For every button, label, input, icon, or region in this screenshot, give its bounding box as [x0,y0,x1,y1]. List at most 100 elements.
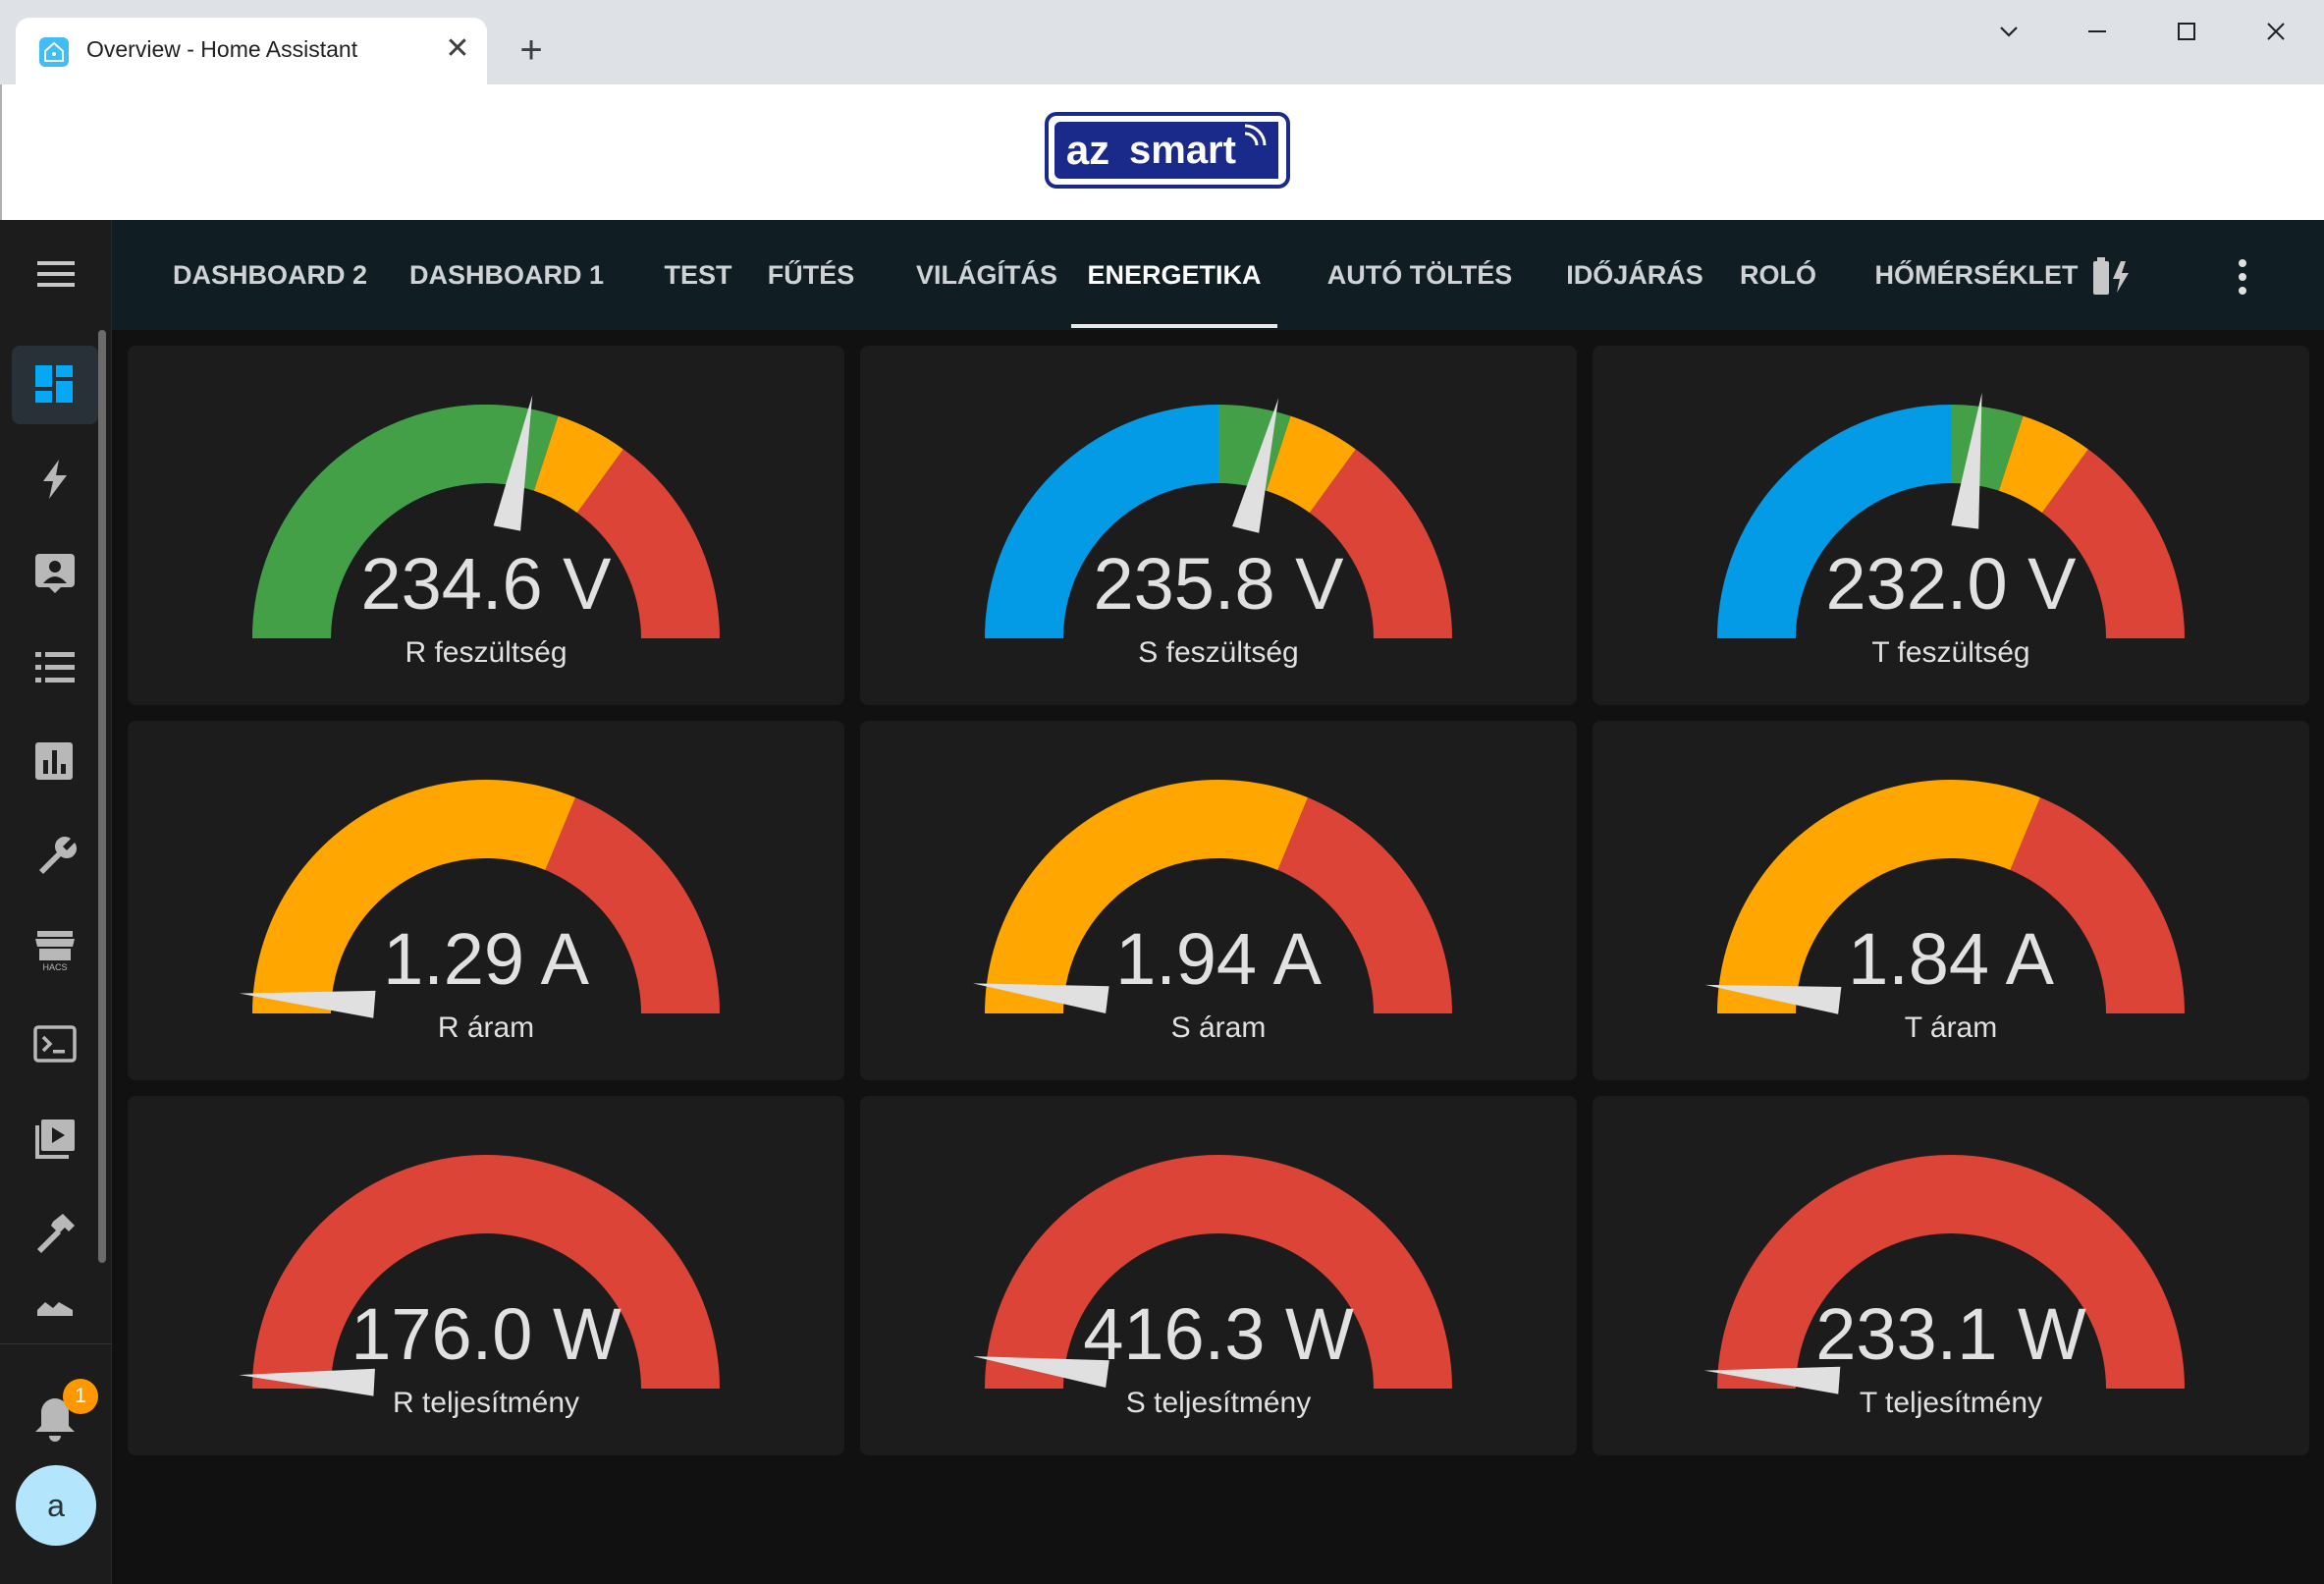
gauge-segment-red [1277,797,1452,1013]
gauge-card[interactable]: 176.0 W R teljesítmény [128,1096,844,1455]
terminal-icon [33,1025,77,1063]
tab-hőmérséklet[interactable]: HŐMÉRSÉKLET [1874,260,2079,290]
active-tab-indicator [1071,324,1277,328]
gauge-card[interactable]: 1.29 A R áram [128,721,844,1080]
dashboard-icon [35,365,73,403]
dashboard-header: DASHBOARD 2 DASHBOARD 1 TEST FŰTÉS VILÁGÍTÁS… [112,220,2324,330]
list-icon [35,652,75,683]
gauge-label: S feszültség [1138,636,1299,669]
gauge-segment-red [576,449,720,638]
sidebar-item-more[interactable] [12,1281,98,1320]
gauge-needle [1704,984,1842,1014]
sidebar-item-developer[interactable] [12,817,98,896]
window-close-icon[interactable] [2246,12,2305,51]
gauge-segment-red [1309,449,1452,638]
tab-close-icon[interactable]: ✕ [445,32,470,65]
gauge-label: T teljesítmény [1859,1387,2043,1419]
gauge-value: 1.94 A [1115,918,1322,1000]
tab-időjárás[interactable]: IDŐJÁRÁS [1566,260,1703,290]
tab-search-icon[interactable] [1979,12,2038,51]
sidebar-item-media[interactable] [12,1100,98,1178]
gauge-segment-orange [533,415,623,514]
wrench-icon [39,837,77,874]
tab-világítás[interactable]: VILÁGÍTÁS [915,260,1057,290]
azsmart-logo: az smart [1045,112,1290,189]
home-assistant-favicon-icon [39,37,69,67]
sidebar: HACS 1 a [0,220,112,1584]
logo-az-text: az [1054,122,1121,179]
sidebar-item-overview[interactable] [12,346,98,424]
gauge-card[interactable]: 232.0 V T feszültség [1593,346,2309,705]
gauge-card[interactable]: 235.8 V S feszültség [860,346,1577,705]
gauge-card[interactable]: 1.94 A S áram [860,721,1577,1080]
tab-roló[interactable]: ROLÓ [1740,260,1816,290]
sidebar-divider [0,1343,112,1344]
tab-dashboard-1[interactable]: DASHBOARD 1 [409,260,605,290]
gauge-value: 1.84 A [1848,918,2054,1000]
contact-card-icon [35,554,75,593]
gauge-label: S teljesítmény [1125,1387,1312,1419]
gauge-segment-orange [985,780,1309,1013]
minimize-icon[interactable] [2068,12,2127,51]
sidebar-scrollbar[interactable] [98,330,106,1263]
tab-fűtés[interactable]: FŰTÉS [767,260,855,290]
gauge-segment-red [1717,1155,2185,1389]
hacs-store-icon: HACS [35,931,75,972]
gauge-card[interactable]: 416.3 W S teljesítmény [860,1096,1577,1455]
bell-icon [35,1398,75,1442]
notification-count-badge: 1 [63,1379,98,1414]
gauge-segment-red [2041,449,2185,638]
sidebar-item-logbook[interactable] [12,628,98,707]
sidebar-item-history[interactable] [12,723,98,801]
gauge-segment-orange [1266,415,1356,514]
gauge-card[interactable]: 1.84 A T áram [1593,721,2309,1080]
gauge-dial [1704,780,2185,1014]
notifications-button[interactable]: 1 [24,1379,98,1447]
tab-test[interactable]: TEST [664,260,732,290]
gauge-dial [985,398,1452,638]
gauge-card[interactable]: 234.6 V R feszültség [128,346,844,705]
gauge-dial [1717,392,2185,638]
overflow-menu-button[interactable] [2233,257,2252,301]
gauge-label: R teljesítmény [392,1387,580,1419]
tab-dashboard-2[interactable]: DASHBOARD 2 [173,260,368,290]
sidebar-item-map[interactable] [12,534,98,613]
gauge-segment-red [252,1155,720,1389]
menu-toggle-button[interactable] [0,220,112,328]
sidebar-item-energy[interactable] [12,440,98,519]
dots-vertical-icon [2239,259,2246,295]
gauge-segment-orange [1998,415,2088,514]
browser-tab[interactable]: Overview - Home Assistant ✕ [16,18,487,84]
gauge-segment-blue [1717,405,1951,638]
maximize-icon[interactable] [2157,12,2216,51]
gauge-value: 235.8 V [1093,543,1344,625]
gauge-label: T áram [1904,1011,1998,1044]
gauge-value: 176.0 W [351,1293,622,1375]
hammer-icon [37,1214,75,1253]
user-avatar[interactable]: a [16,1465,96,1546]
tab-energetika[interactable]: ENERGETIKA [1087,260,1262,290]
gauge-card[interactable]: 233.1 W T teljesítmény [1593,1096,2309,1455]
sidebar-item-hacs[interactable]: HACS [12,911,98,990]
gauge-segment-blue [985,405,1218,638]
gauge-needle [973,1356,1109,1389]
sidebar-item-config[interactable] [12,1194,98,1273]
gauge-value: 232.0 V [1825,543,2077,625]
new-tab-button[interactable]: + [519,28,543,72]
gauge-needle [1232,398,1279,533]
logo-smart-text: smart [1121,122,1278,179]
browser-tab-title: Overview - Home Assistant [86,36,358,62]
gauge-segment-orange [1717,780,2041,1013]
gauge-label: R áram [437,1011,535,1044]
battery-charging-icon [2093,257,2129,295]
gauge-segment-red [2010,797,2185,1013]
gauge-label: T feszültség [1871,636,2030,669]
battery-view-tab[interactable] [2089,253,2133,301]
lightning-icon [43,460,67,499]
gauge-needle [239,990,376,1018]
gauge-dial [973,1155,1452,1389]
tab-autó-töltés[interactable]: AUTÓ TÖLTÉS [1326,260,1513,290]
wifi-signal-icon [1244,124,1267,146]
sidebar-item-terminal[interactable] [12,1006,98,1084]
